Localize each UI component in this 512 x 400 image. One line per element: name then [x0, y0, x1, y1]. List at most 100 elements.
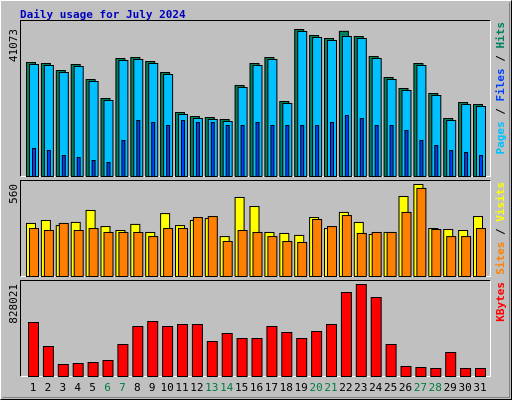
bar	[430, 368, 442, 378]
bar	[240, 125, 245, 177]
bar	[311, 331, 323, 377]
x-tick-label: 14	[220, 381, 234, 394]
y-tick-label: 41073	[7, 29, 20, 62]
x-tick-label: 31	[473, 381, 486, 394]
x-tick-label: 19	[295, 381, 308, 394]
bar	[148, 236, 159, 277]
bar	[356, 232, 367, 277]
bar	[72, 363, 84, 378]
bar	[300, 125, 305, 177]
bar	[118, 231, 129, 278]
bar	[326, 324, 337, 377]
legend-separator: /	[494, 222, 507, 242]
panel-frame-dark	[20, 280, 491, 377]
bar	[476, 228, 486, 277]
y-tick-label: 828021	[7, 284, 20, 324]
bar	[370, 297, 382, 378]
bar	[389, 125, 394, 177]
x-tick-label: 25	[384, 381, 397, 394]
bar	[73, 230, 84, 277]
bar	[43, 230, 54, 277]
bar	[177, 324, 188, 377]
legend-entry: Pages	[494, 121, 507, 154]
x-tick-label: 23	[354, 381, 367, 394]
bar	[415, 367, 427, 377]
bar	[270, 125, 275, 177]
x-tick-label: 4	[74, 381, 81, 394]
bar	[296, 338, 308, 378]
bar	[76, 157, 81, 177]
bar	[61, 155, 66, 177]
x-tick-label: 20	[309, 381, 322, 394]
bar	[121, 140, 126, 178]
bar	[464, 152, 469, 178]
x-tick-label: 16	[250, 381, 263, 394]
bar	[236, 338, 248, 378]
bar	[371, 231, 382, 278]
chart-title: Daily usage for July 2024	[20, 8, 186, 21]
bar	[147, 321, 159, 378]
bar	[400, 366, 412, 377]
bar	[266, 326, 278, 378]
legend-entry: Files	[494, 68, 507, 101]
bar	[206, 341, 218, 377]
x-tick-label: 5	[89, 381, 96, 394]
bar	[267, 236, 278, 277]
bar	[32, 148, 36, 178]
bar	[162, 326, 174, 378]
bar	[210, 122, 215, 177]
bar	[166, 125, 171, 177]
bar	[42, 346, 54, 378]
bar	[416, 187, 427, 277]
legend-entry: Hits	[494, 22, 507, 49]
bar	[132, 326, 144, 378]
bar	[237, 230, 248, 277]
bar	[475, 368, 486, 378]
bar	[297, 241, 308, 277]
bar	[163, 228, 174, 277]
x-tick-label: 3	[59, 381, 66, 394]
bar	[285, 125, 290, 177]
bar	[344, 115, 349, 177]
x-tick-label: 9	[149, 381, 156, 394]
bar	[404, 130, 409, 177]
x-tick-label: 17	[265, 381, 278, 394]
x-tick-label: 2	[45, 381, 52, 394]
panel-frame-dark	[20, 180, 491, 277]
x-tick-label: 7	[119, 381, 126, 394]
legend-separator: /	[494, 102, 507, 122]
bar	[431, 229, 442, 277]
legend: Sites / Visits	[494, 182, 507, 275]
bar	[327, 226, 337, 277]
bar	[133, 231, 144, 278]
bar	[136, 120, 141, 177]
bar	[282, 241, 293, 277]
x-tick-label: 30	[458, 381, 471, 394]
bar	[191, 324, 203, 377]
bar	[87, 362, 99, 378]
bar	[281, 332, 293, 378]
bar	[461, 236, 472, 277]
bar	[91, 160, 96, 177]
legend: KBytes	[494, 282, 507, 322]
bar	[340, 292, 352, 378]
bar	[57, 364, 69, 378]
bar	[255, 122, 260, 177]
bar	[252, 231, 263, 278]
bar	[355, 284, 367, 377]
x-tick-label: 26	[399, 381, 412, 394]
bar	[28, 322, 39, 378]
bar	[221, 333, 233, 378]
x-tick-label: 13	[205, 381, 218, 394]
x-tick-label: 11	[175, 381, 188, 394]
legend: Pages / Files / Hits	[494, 22, 507, 155]
x-tick-label: 29	[444, 381, 457, 394]
bar	[106, 162, 111, 178]
bar	[374, 125, 379, 177]
bar	[192, 217, 203, 277]
bar	[460, 368, 472, 378]
bar	[446, 236, 457, 277]
